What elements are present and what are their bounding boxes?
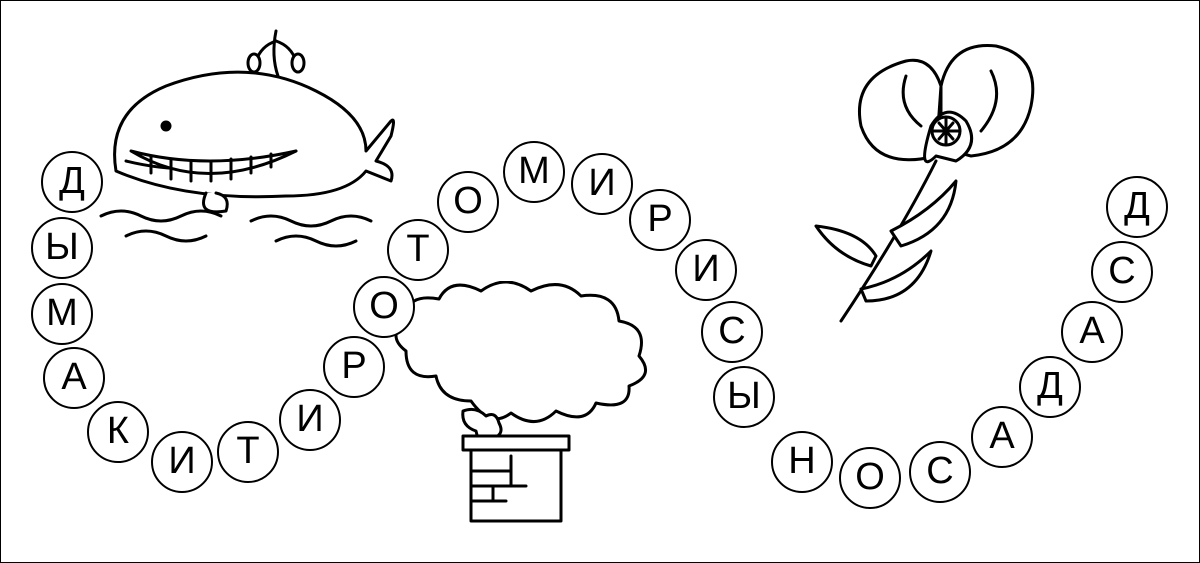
letter-circle-L12: М: [503, 141, 565, 203]
letter-glyph: И: [296, 400, 323, 438]
puzzle-canvas: ДЫМАКИТИРОТОМИРИСЫНОСАДАСД: [0, 0, 1200, 563]
letter-circle-L20: С: [909, 441, 971, 503]
letter-glyph: К: [107, 412, 129, 450]
letter-glyph: О: [369, 287, 399, 325]
letter-glyph: Д: [1124, 187, 1150, 225]
letter-circle-L13: И: [571, 153, 633, 215]
letter-circle-L14: Р: [629, 189, 691, 251]
letter-circle-L4: К: [87, 401, 149, 463]
letter-glyph: И: [168, 442, 195, 480]
letter-circle-L6: Т: [217, 421, 279, 483]
letter-circle-L5: И: [151, 431, 213, 493]
letter-glyph: Д: [1037, 367, 1063, 405]
letter-circle-L11: О: [437, 171, 499, 233]
letter-circle-L3: А: [43, 347, 105, 409]
chimney-smoke-illustration: [381, 281, 661, 531]
letter-glyph: О: [855, 458, 885, 496]
letter-circle-L23: А: [1061, 301, 1123, 363]
letter-circle-L7: И: [279, 389, 341, 451]
letter-glyph: Н: [788, 442, 815, 480]
letter-circle-L15: И: [675, 239, 737, 301]
letter-glyph: М: [518, 152, 550, 190]
letter-glyph: Т: [236, 432, 259, 470]
letter-circle-L21: А: [971, 406, 1033, 468]
letter-circle-L18: Н: [771, 431, 833, 493]
letter-circle-L16: С: [701, 301, 763, 363]
letter-circle-L17: Ы: [713, 366, 775, 428]
letter-glyph: А: [61, 358, 86, 396]
letter-circle-L0: Д: [41, 151, 103, 213]
letter-glyph: Ы: [45, 228, 79, 266]
letter-glyph: С: [1108, 252, 1135, 290]
whale-illustration: [96, 21, 396, 251]
letter-circle-L1: Ы: [31, 217, 93, 279]
letter-circle-L10: Т: [387, 219, 449, 281]
letter-circle-L25: Д: [1106, 176, 1168, 238]
letter-glyph: И: [588, 164, 615, 202]
letter-glyph: О: [453, 182, 483, 220]
poppy-flower-illustration: [781, 31, 1051, 331]
letter-glyph: Р: [341, 347, 366, 385]
letter-circle-L9: О: [353, 276, 415, 338]
letter-glyph: А: [1079, 312, 1104, 350]
letter-glyph: М: [46, 294, 78, 332]
letter-glyph: Р: [647, 200, 672, 238]
letter-circle-L24: С: [1091, 241, 1153, 303]
letter-glyph: И: [692, 250, 719, 288]
letter-glyph: Ы: [727, 377, 761, 415]
letter-circle-L2: М: [31, 283, 93, 345]
letter-glyph: Д: [59, 162, 85, 200]
letter-circle-L22: Д: [1019, 356, 1081, 418]
letter-glyph: А: [989, 417, 1014, 455]
letter-circle-L19: О: [839, 447, 901, 509]
letter-glyph: С: [718, 312, 745, 350]
letter-glyph: С: [926, 452, 953, 490]
letter-glyph: Т: [406, 230, 429, 268]
letter-circle-L8: Р: [323, 336, 385, 398]
